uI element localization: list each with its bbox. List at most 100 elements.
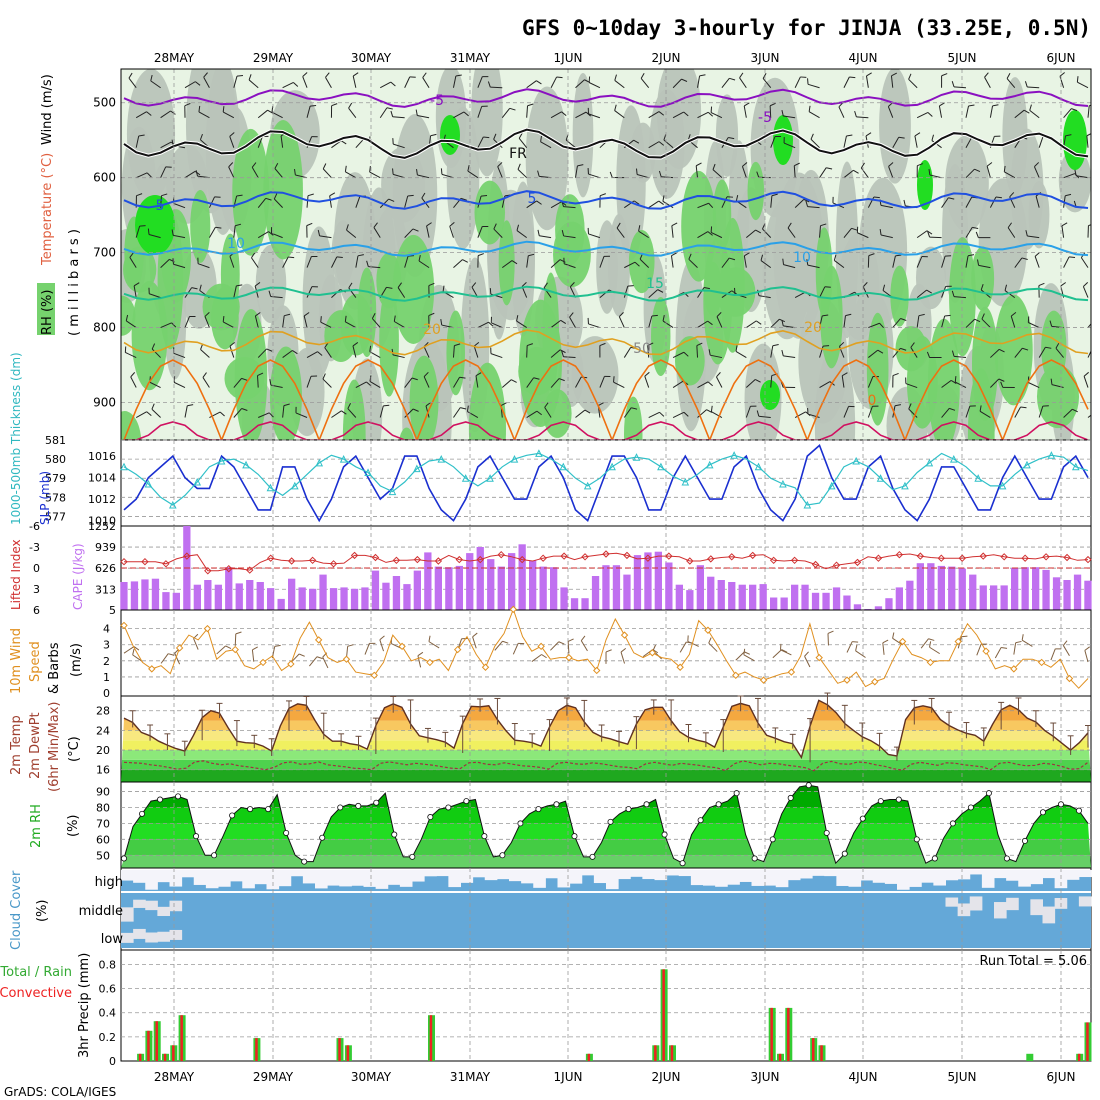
upper-wind-barb: [880, 204, 893, 209]
upper-wind-barb-flag: [129, 252, 134, 258]
upper-wind-barb: [136, 172, 148, 179]
upper-wind-barb-flag: [644, 371, 650, 377]
upper-wind-barb: [916, 112, 929, 119]
upper-wind-barb: [160, 110, 171, 119]
upper-wind-barb-flag: [383, 404, 390, 407]
rh-shade-gray: [1028, 181, 1050, 249]
wind10m-barb-flag: [502, 640, 509, 644]
upper-wind-barb-flag: [1004, 284, 1008, 291]
upper-wind-barb-flag: [371, 312, 376, 319]
cape-bar: [1052, 577, 1061, 610]
date-label-top: 29MAY: [253, 51, 294, 65]
upper-wind-barb: [563, 206, 576, 209]
upper-wind-barb: [1027, 235, 1040, 239]
upper-wind-barb-flag: [341, 410, 347, 415]
upper-wind-barb: [941, 286, 947, 298]
isotherm-30: [124, 421, 1089, 440]
upper-wind-barb-flag: [712, 163, 716, 170]
cape-bar: [1073, 574, 1082, 610]
wind10m-barb-flag: [580, 635, 586, 641]
upper-wind-barb: [452, 345, 455, 358]
upper-wind-barb-flag: [471, 282, 477, 288]
tick-label: low: [101, 932, 124, 947]
upper-wind-barb: [184, 316, 190, 328]
cape-bar: [822, 592, 830, 610]
cloud-high-gap: [412, 870, 425, 882]
upper-wind-barb: [355, 196, 361, 208]
upper-wind-barb-flag: [151, 343, 156, 350]
rh2m-point: [301, 858, 308, 865]
upper-wind-barb-flag: [128, 72, 133, 79]
upper-wind-barb: [526, 255, 529, 268]
upper-wind-barb: [1082, 286, 1089, 298]
upper-wind-barb: [965, 168, 975, 179]
upper-wind-barb-flag: [449, 222, 455, 227]
contour-label: 0: [868, 393, 877, 409]
precip-convective-bar: [812, 1038, 815, 1061]
upper-wind-barb: [588, 113, 601, 119]
rh-shade-green: [468, 362, 506, 440]
tick-label: 0.4: [99, 1007, 117, 1020]
pressure-axis-label: ( m i l l i b a r s ): [67, 229, 82, 336]
upper-wind-barb: [867, 376, 874, 388]
upper-wind-barb-flag: [1049, 320, 1053, 327]
rh2m-point: [823, 829, 830, 836]
cape-bar: [413, 570, 421, 610]
upper-wind-barb-flag: [428, 282, 435, 287]
cape-bar: [466, 553, 474, 610]
wind10m-barb-flag: [827, 630, 834, 634]
upper-wind-barb: [233, 378, 242, 388]
cloud-high-gap: [666, 870, 680, 876]
upper-wind-barb-flag: [459, 376, 466, 379]
upper-wind-barb-flag: [860, 162, 865, 169]
rh-shade-green: [121, 295, 136, 336]
rh-shade-green: [392, 234, 435, 344]
cape-bar: [654, 551, 662, 610]
slp-thickness-panel: 581 580 579 578 577 1016 1014 1012 1010 1000-500…: [9, 352, 1092, 528]
wind10m-barb: [855, 650, 866, 658]
wind10m-barb-flag: [274, 644, 281, 647]
upper-wind-barb-flag: [941, 73, 948, 77]
upper-wind-barb-flag: [708, 202, 714, 209]
temp-unit-label: (°C): [67, 736, 82, 762]
thickness-point: [657, 462, 665, 471]
upper-wind-barb-flag: [577, 164, 584, 167]
thickness-point: [925, 458, 934, 467]
wind10m-barb: [1050, 648, 1056, 661]
cape-bar: [392, 576, 401, 610]
upper-wind-barb-flag: [325, 72, 330, 78]
cloud-high-gap: [242, 870, 255, 889]
cape-bar: [309, 588, 317, 610]
wind10m-point: [314, 636, 323, 644]
cape-bar: [256, 582, 264, 610]
upper-wind-barb: [273, 198, 283, 209]
upper-wind-barb-flag: [322, 163, 327, 170]
rh-shade-green: [269, 346, 302, 440]
upper-wind-barb: [394, 321, 405, 329]
wind10m-barb: [193, 638, 199, 650]
upper-wind-barb-flag: [729, 77, 736, 81]
upper-wind-barb: [905, 383, 918, 389]
upper-wind-barb-flag: [910, 342, 915, 348]
precip-convective-bar: [1086, 1022, 1089, 1061]
date-label-bottom: 5JUN: [948, 1070, 977, 1084]
precip-convective-bar: [172, 1045, 175, 1061]
upper-wind-barb: [135, 111, 147, 119]
wind10m-barb: [567, 641, 570, 654]
upper-wind-barb: [916, 315, 920, 328]
upper-wind-barb-flag: [853, 169, 859, 174]
upper-wind-barb-flag: [781, 110, 784, 117]
tick-label: 580: [45, 453, 66, 466]
cloud-high-gap: [581, 870, 595, 876]
upper-wind-barb: [526, 105, 529, 118]
upper-wind-barb-flag: [411, 377, 418, 381]
precip-axis-label: 3hr Precip (mm): [77, 953, 92, 1058]
dewpoint2m-line: [123, 760, 1089, 772]
upper-wind-barb-flag: [772, 344, 779, 347]
cape-bar: [204, 580, 212, 610]
tick-label: 0.8: [99, 958, 117, 971]
upper-wind-barb-flag: [1023, 109, 1030, 114]
upper-wind-barb-flag: [236, 194, 243, 197]
upper-wind-barb-flag: [418, 255, 421, 262]
rh-shade-green: [202, 283, 240, 331]
